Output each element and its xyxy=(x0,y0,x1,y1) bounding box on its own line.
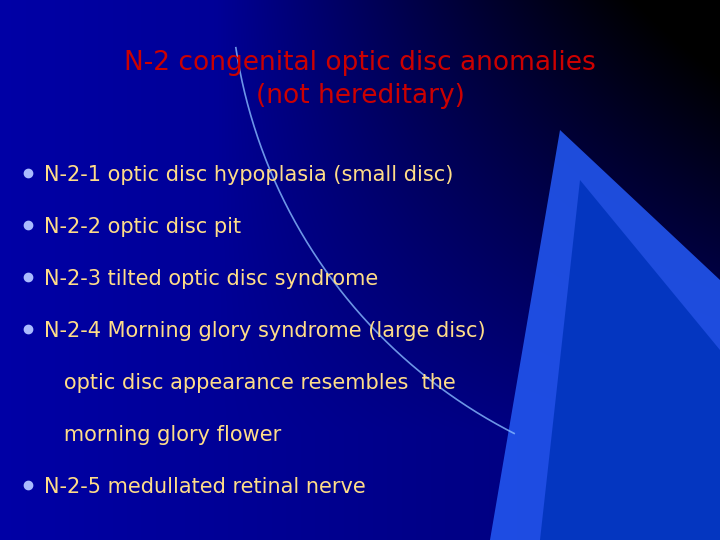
Text: N-2-2 optic disc pit: N-2-2 optic disc pit xyxy=(44,217,241,237)
Text: N-2-3 tilted optic disc syndrome: N-2-3 tilted optic disc syndrome xyxy=(44,269,378,289)
Text: optic disc appearance resembles  the: optic disc appearance resembles the xyxy=(44,373,456,393)
Text: N-2-4 Morning glory syndrome (large disc): N-2-4 Morning glory syndrome (large disc… xyxy=(44,321,485,341)
Polygon shape xyxy=(490,130,720,540)
Text: N-2 congenital optic disc anomalies
(not hereditary): N-2 congenital optic disc anomalies (not… xyxy=(124,50,596,109)
Polygon shape xyxy=(540,180,720,540)
Text: N-2-1 optic disc hypoplasia (small disc): N-2-1 optic disc hypoplasia (small disc) xyxy=(44,165,454,185)
Text: morning glory flower: morning glory flower xyxy=(44,425,282,445)
Text: N-2-5 medullated retinal nerve: N-2-5 medullated retinal nerve xyxy=(44,477,366,497)
